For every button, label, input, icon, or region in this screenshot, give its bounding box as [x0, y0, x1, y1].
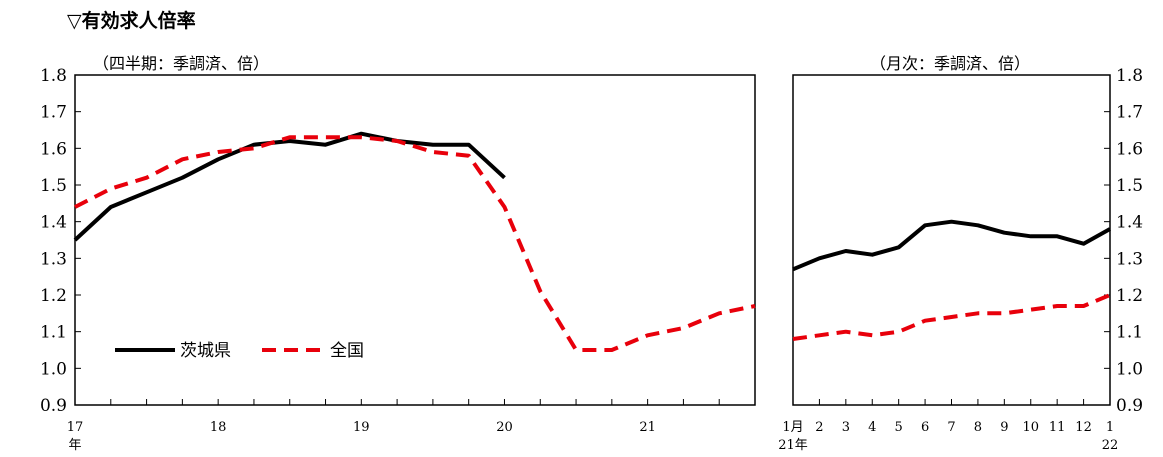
left-y-tick-label: 1.2: [40, 286, 67, 306]
right-y-tick-label: 1.3: [1116, 249, 1143, 269]
left-x-tick-label: 18: [210, 420, 227, 435]
right-x-tick-label: 10: [1022, 420, 1039, 435]
right-x-tick-label: 11: [1049, 420, 1066, 435]
right-y-tick-label: 1.5: [1116, 176, 1143, 196]
left-plot-frame: [74, 74, 756, 406]
right-unit-note: （月次：季調済、倍）: [870, 54, 1031, 73]
right-y-tick-label: 1.2: [1116, 286, 1143, 306]
right-y-tick-label: 1.7: [1116, 103, 1143, 123]
left-x-tick-label: 20: [496, 420, 513, 435]
left-y-tick-label: 1.0: [40, 359, 67, 379]
right-x-tick-label: 3: [842, 420, 850, 435]
left-y-tick-label: 1.4: [40, 213, 67, 233]
right-y-tick-label: 0.9: [1116, 396, 1143, 416]
right-x-tick-label: 6: [921, 420, 929, 435]
right-y-tick-label: 1.8: [1116, 66, 1143, 86]
left-y-tick-label: 1.3: [40, 249, 67, 269]
right-series-national: [792, 293, 1111, 341]
right-y-tick-label: 1.4: [1116, 213, 1143, 233]
right-x-tick-label: 2: [815, 420, 823, 435]
right-x-tick-label: 1月: [782, 420, 803, 435]
right-x-tick-label: 1: [1106, 420, 1114, 435]
left-y-tick-label: 1.1: [40, 323, 67, 343]
right-x-tick-label: 12: [1075, 420, 1092, 435]
left-y-tick-label: 1.8: [40, 66, 67, 86]
right-y-tick-label: 1.1: [1116, 323, 1143, 343]
right-y-tick-label: 1.6: [1116, 139, 1143, 159]
right-y-tick-label: 1.0: [1116, 359, 1143, 379]
left-y-tick-label: 1.5: [40, 176, 67, 196]
left-unit-note: （四半期：季調済、倍）: [93, 54, 270, 73]
left-y-tick-label: 1.7: [40, 103, 67, 123]
right-plot-frame: [792, 74, 1111, 406]
right-x-tick-label: 4: [868, 420, 876, 435]
legend-ibaraki-label: 茨城県: [180, 341, 231, 361]
chart-title: ▽有効求人倍率: [67, 10, 196, 32]
left-y-tick-label: 1.6: [40, 139, 67, 159]
left-y-tick-label: 0.9: [40, 396, 67, 416]
right-series-ibaraki: [792, 219, 1111, 272]
left-x-tick-label: 17: [67, 420, 84, 435]
left-x-tick-label: 19: [353, 420, 370, 435]
left-series-ibaraki: [73, 131, 506, 242]
right-x-tick-label: 9: [1000, 420, 1008, 435]
right-x-tick-label: 7: [947, 420, 955, 435]
right-x-tick-label: 8: [974, 420, 982, 435]
legend-national-label: 全国: [330, 341, 364, 361]
legend: 茨城県 全国: [115, 341, 364, 361]
right-x-tick-label: 5: [895, 420, 903, 435]
left-x-unit-label: 年: [68, 438, 81, 453]
right-x-year-end-label: 22: [1102, 438, 1119, 453]
left-x-tick-label: 21: [639, 420, 656, 435]
left-series-national: [74, 135, 756, 352]
right-x-year-start-label: 21年: [778, 438, 808, 453]
